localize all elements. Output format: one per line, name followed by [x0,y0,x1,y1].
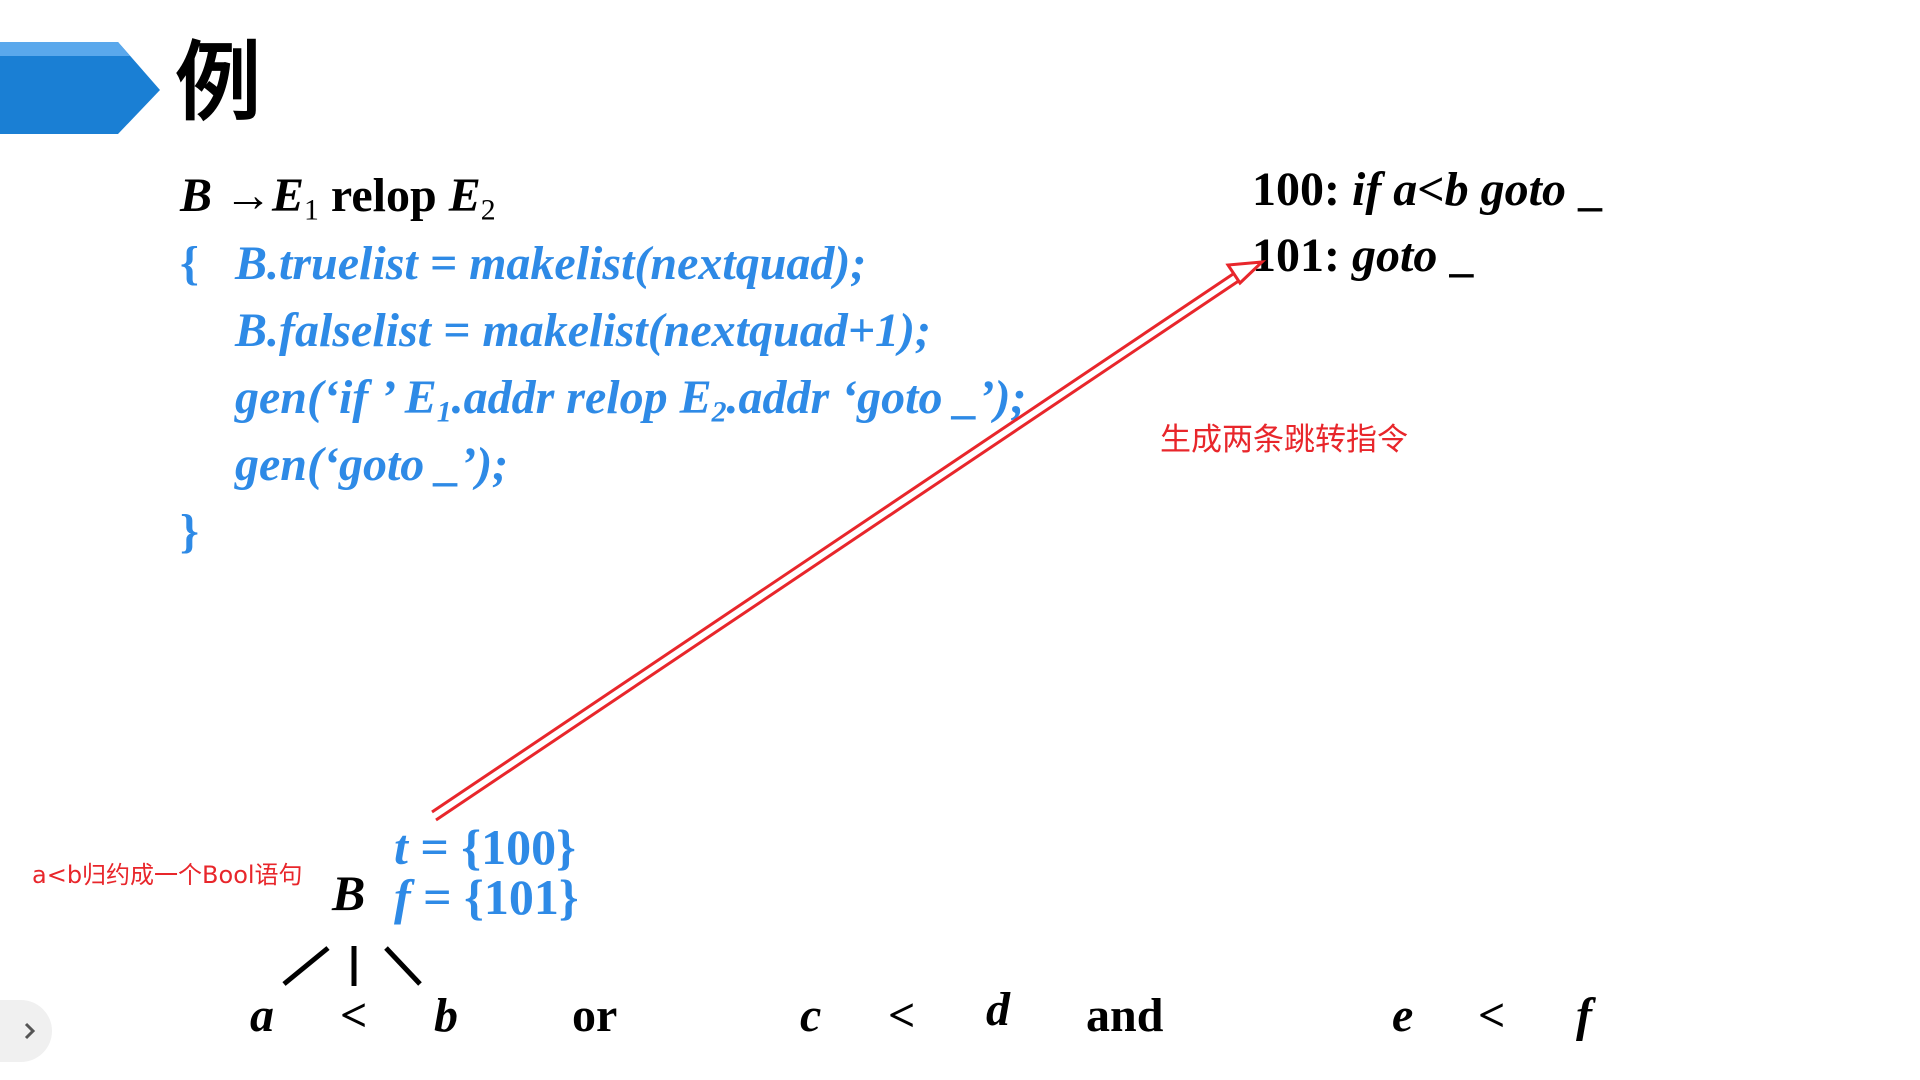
action-line3-part-b: .addr relop E [451,371,712,424]
token-e: e [1392,989,1414,1042]
quad-instruction: goto [1351,229,1438,282]
quad-target: _ [1449,229,1474,282]
action-line-gen-if: gen(‘if ’ E1.addr relop E2.addr ‘goto _’… [235,371,1027,427]
action-line3-sub2: 2 [711,395,727,429]
action-line3-sub1: 1 [436,395,452,429]
production-arrow: → [224,169,273,222]
production-relop: relop [330,169,437,222]
quad-100: 100: if a<b goto _ [1252,166,1602,214]
attr-falselist: f = {101} [394,868,579,926]
quad-101: 101: goto _ [1252,232,1473,280]
attr-truelist: t = {100} [394,818,576,876]
quad-number: 100: [1252,163,1340,216]
action-close-brace: } [180,505,199,558]
action-open-brace: { [180,237,199,290]
action-line-truelist: B.truelist = makelist(nextquad); [235,237,867,290]
header-chevron-bar [0,42,160,134]
action-line3-part-a: gen(‘if ’ E [235,371,437,424]
production-rule: B →E1 relop E2 [180,169,496,225]
annotation-reduce-bool: a<b归约成一个Bool语句 [32,861,303,889]
token-lt: < [888,989,916,1042]
production-sub2: 2 [480,193,496,227]
quad-target: _ [1578,163,1602,216]
token-lt: < [340,989,368,1042]
quad-number: 101: [1252,229,1340,282]
action-line-falselist: B.falselist = makelist(nextquad+1); [235,304,932,357]
production-lhs: B [180,169,213,222]
attr-t-label: t [394,819,408,875]
annotation-generate-jumps: 生成两条跳转指令 [1160,422,1408,458]
token-b: b [434,989,458,1042]
page-title: 例 [175,33,261,133]
parse-node-b: B [332,865,366,921]
quad-instruction: if a<b goto [1351,163,1566,216]
branch-left [282,946,330,986]
token-a: a [250,989,274,1042]
token-or: or [572,989,618,1042]
action-line-gen-goto: gen(‘goto _’); [235,438,509,491]
branch-right [384,946,422,986]
attr-t-value: = {100} [420,819,576,875]
production-sub1: 1 [304,193,319,227]
token-c: c [800,989,822,1042]
action-line3-part-c: .addr ‘goto _’); [726,371,1027,424]
token-d: d [986,983,1010,1036]
chevron-right-icon [24,1022,36,1040]
attr-f-value: = {101} [423,869,579,925]
next-slide-button[interactable] [0,1000,52,1062]
token-lt: < [1478,989,1506,1042]
token-and: and [1086,989,1164,1042]
attr-f-label: f [394,869,411,925]
production-e2: E [448,169,481,222]
production-e1: E [272,169,305,222]
token-f: f [1576,989,1592,1042]
